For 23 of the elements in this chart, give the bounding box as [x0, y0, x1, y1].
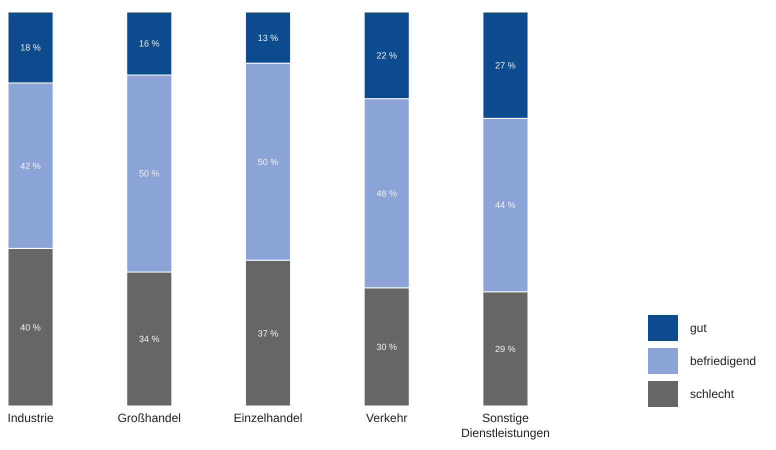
data-label: 16 % [139, 38, 160, 49]
data-label: 13 % [258, 32, 278, 43]
data-label: 30 % [376, 342, 397, 352]
legend-label: gut [690, 321, 708, 336]
data-label: 27 % [495, 60, 516, 70]
x-tick-label: Industrie [8, 411, 54, 425]
data-label: 50 % [258, 156, 278, 167]
data-label: 34 % [139, 334, 160, 344]
x-tick-label: Großhandel [118, 411, 181, 425]
data-label: 37 % [258, 328, 278, 338]
legend-label: schlecht [690, 387, 735, 402]
data-label: 29 % [495, 344, 516, 354]
data-label: 22 % [376, 50, 397, 60]
data-label: 42 % [20, 160, 41, 171]
x-tick-label: Einzelhandel [234, 411, 302, 425]
data-label: 18 % [20, 42, 41, 53]
legend-label: befriedigend [690, 354, 756, 368]
data-label: 50 % [139, 168, 160, 179]
data-label: 48 % [376, 188, 397, 198]
x-tick-label: Sonstige Dienstleistungen [461, 411, 550, 440]
data-label: 40 % [20, 322, 41, 332]
data-label: 44 % [495, 200, 516, 210]
x-tick-label: Verkehr [366, 411, 408, 425]
